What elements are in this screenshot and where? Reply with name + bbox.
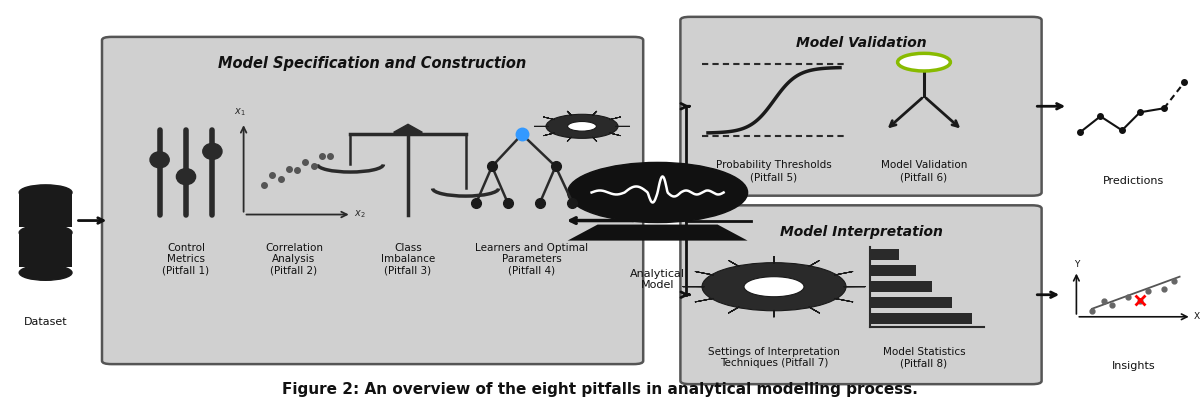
Ellipse shape [203, 144, 222, 160]
Bar [870, 281, 932, 292]
Ellipse shape [176, 168, 196, 184]
FancyBboxPatch shape [680, 205, 1042, 384]
Polygon shape [809, 260, 820, 267]
Text: Y: Y [1074, 260, 1079, 269]
Polygon shape [544, 117, 554, 120]
Circle shape [744, 277, 804, 297]
Polygon shape [834, 271, 853, 275]
Polygon shape [809, 307, 820, 313]
Text: $x_1$: $x_1$ [234, 107, 246, 118]
Text: Analytical
Model: Analytical Model [630, 269, 685, 290]
Polygon shape [610, 133, 620, 136]
Text: Learners and Optimal
Parameters
(Pitfall 4): Learners and Optimal Parameters (Pitfall… [475, 243, 588, 276]
Text: Model Statistics
(Pitfall 8): Model Statistics (Pitfall 8) [883, 347, 965, 369]
Text: Correlation
Analysis
(Pitfall 2): Correlation Analysis (Pitfall 2) [265, 243, 323, 276]
Circle shape [568, 122, 596, 131]
Text: Dataset: Dataset [24, 317, 67, 327]
Polygon shape [695, 298, 714, 302]
Ellipse shape [19, 265, 72, 280]
Polygon shape [568, 225, 748, 241]
Polygon shape [834, 298, 853, 302]
Polygon shape [610, 117, 620, 120]
Ellipse shape [150, 152, 169, 168]
Text: Probability Thresholds
(Pitfall 5): Probability Thresholds (Pitfall 5) [716, 160, 832, 182]
Ellipse shape [19, 225, 72, 240]
Text: Insights: Insights [1112, 361, 1156, 371]
Polygon shape [593, 111, 596, 115]
Text: Control
Metrics
(Pitfall 1): Control Metrics (Pitfall 1) [162, 243, 210, 276]
Text: Model Validation: Model Validation [796, 36, 926, 50]
Bar [870, 313, 972, 324]
Polygon shape [728, 260, 739, 267]
Polygon shape [394, 124, 422, 132]
Polygon shape [593, 137, 596, 142]
FancyBboxPatch shape [102, 37, 643, 364]
Text: Settings of Interpretation
Techniques (Pitfall 7): Settings of Interpretation Techniques (P… [708, 347, 840, 369]
Bar [870, 249, 899, 260]
Circle shape [546, 114, 618, 138]
Bar [19, 192, 72, 227]
Polygon shape [568, 111, 571, 115]
Polygon shape [544, 133, 554, 136]
Text: Model Specification and Construction: Model Specification and Construction [218, 56, 527, 71]
Text: Predictions: Predictions [1103, 176, 1165, 186]
Text: $x_2$: $x_2$ [354, 209, 366, 221]
FancyBboxPatch shape [680, 17, 1042, 196]
Text: Model Interpretation: Model Interpretation [780, 225, 942, 239]
Bar [870, 297, 952, 308]
Ellipse shape [19, 185, 72, 200]
Circle shape [568, 162, 748, 223]
Circle shape [898, 53, 950, 71]
Text: Figure 2: An overview of the eight pitfalls in analytical modelling process.: Figure 2: An overview of the eight pitfa… [282, 382, 918, 397]
Bar [870, 265, 916, 276]
Text: Model Validation
(Pitfall 6): Model Validation (Pitfall 6) [881, 160, 967, 182]
Polygon shape [568, 137, 571, 142]
Polygon shape [695, 271, 714, 275]
Circle shape [702, 263, 846, 311]
Text: Class
Imbalance
(Pitfall 3): Class Imbalance (Pitfall 3) [380, 243, 436, 276]
Polygon shape [728, 307, 739, 313]
Text: X: X [1194, 312, 1200, 321]
Bar [19, 233, 72, 267]
